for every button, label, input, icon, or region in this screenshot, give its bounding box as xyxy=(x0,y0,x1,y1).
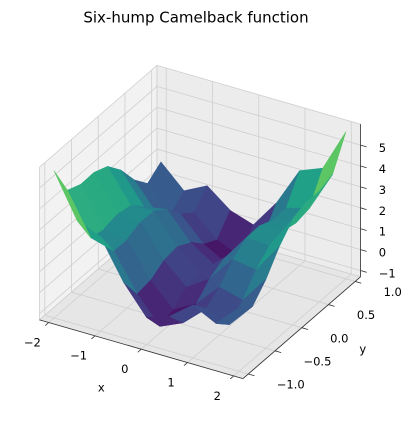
tick-mark xyxy=(328,304,335,307)
y-tick-label: 0.0 xyxy=(330,331,348,345)
x-tick-label: −1 xyxy=(70,349,87,363)
tick-mark xyxy=(360,270,367,273)
tick-mark xyxy=(360,144,367,148)
tick-mark xyxy=(137,348,142,353)
x-tick-label: 0 xyxy=(121,362,128,376)
y-tick-label: −0.5 xyxy=(303,354,331,368)
z-tick-label: 1 xyxy=(379,225,386,239)
tick-mark xyxy=(360,165,367,169)
z-tick-label: 5 xyxy=(379,141,386,155)
grid-line xyxy=(156,169,361,230)
z-tick-label: 0 xyxy=(379,246,386,260)
z-tick-label: 4 xyxy=(379,162,386,176)
y-tick-label: −1.0 xyxy=(277,378,305,392)
y-axis-label: y xyxy=(359,342,366,356)
grid-line xyxy=(156,85,361,146)
grid-line xyxy=(156,148,361,209)
chart-title: Six-hump Camelback function xyxy=(83,9,308,27)
tick-mark xyxy=(274,350,282,353)
y-axis-line xyxy=(242,276,361,379)
grid-line xyxy=(39,106,158,210)
x-tick-label: −2 xyxy=(24,335,41,349)
grid-line xyxy=(39,86,158,189)
y-tick-label: 1.0 xyxy=(384,285,402,299)
tick-mark xyxy=(183,362,188,366)
tick-mark xyxy=(360,186,367,190)
tick-mark xyxy=(229,375,235,380)
tick-mark xyxy=(301,327,308,330)
tick-mark xyxy=(360,228,367,231)
tick-mark xyxy=(355,281,362,284)
y-tick-label: 0.5 xyxy=(357,308,375,322)
z-tick-label: −1 xyxy=(379,267,396,281)
x-axis-label: x xyxy=(98,380,105,394)
surface-patch xyxy=(53,170,91,238)
z-tick-label: 2 xyxy=(379,204,386,218)
tick-mark xyxy=(248,373,255,377)
z-tick-label: 3 xyxy=(379,183,386,197)
x-tick-label: 1 xyxy=(167,375,174,389)
tick-mark xyxy=(44,322,50,326)
tick-mark xyxy=(91,335,96,340)
x-tick-label: 2 xyxy=(214,389,221,403)
x-axis-line xyxy=(39,319,244,379)
tick-mark xyxy=(360,249,367,252)
surface-patch xyxy=(215,306,253,325)
tick-mark xyxy=(360,207,367,210)
grid-line xyxy=(44,314,249,375)
grid-line xyxy=(156,106,361,167)
